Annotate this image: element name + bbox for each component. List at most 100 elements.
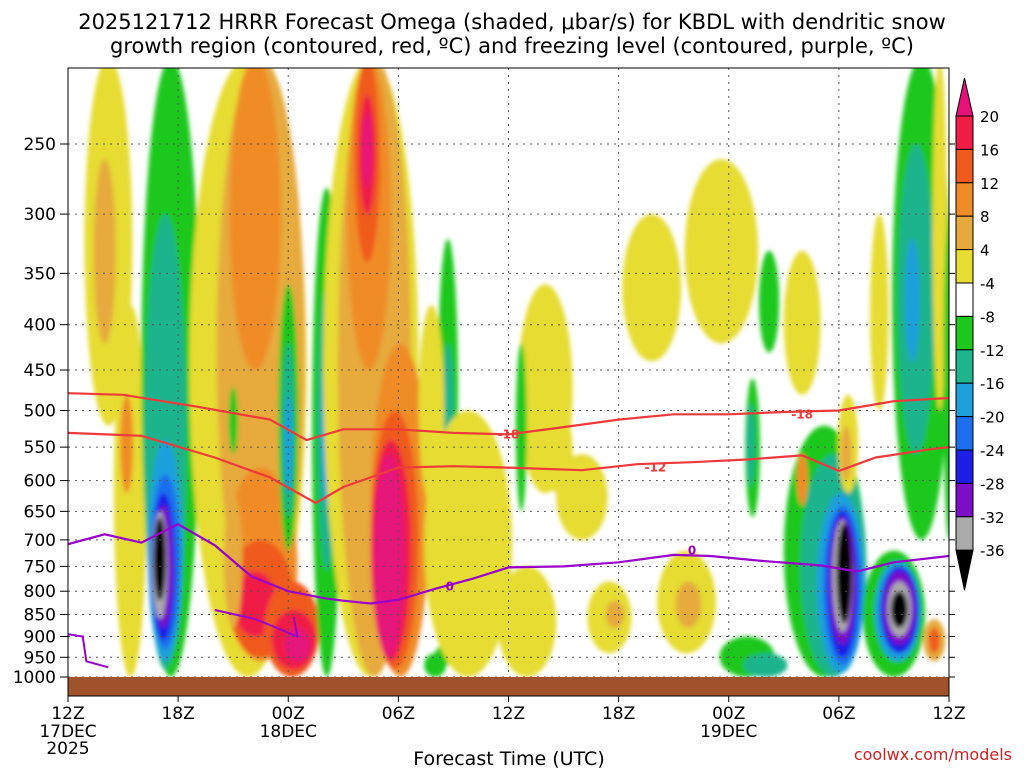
omega-cell: [229, 68, 281, 370]
y-tick-label: 950: [24, 648, 56, 668]
contour-label: 0: [446, 579, 454, 593]
colorbar-swatch: [955, 482, 974, 518]
colorbar: 20 16 12 8 4 -4 -8 -12 -16 -20 -24 -28 -32 -36: [955, 77, 1005, 591]
colorbar-label: -8: [980, 308, 995, 326]
omega-cell: [905, 238, 920, 362]
colorbar-swatch: [955, 282, 974, 317]
credit-link[interactable]: coolwx.com/models: [854, 745, 1012, 764]
colorbar-label: 4: [980, 242, 990, 260]
x-date-label: 18DEC: [260, 722, 317, 742]
colorbar-label: -20: [980, 409, 1005, 427]
omega-cell: [362, 112, 372, 188]
x-date-label: 2025: [46, 739, 89, 759]
colorbar-label: -24: [980, 442, 1005, 460]
x-axis-label: Forecast Time (UTC): [413, 748, 604, 768]
x-tick-label: 06Z: [382, 704, 415, 724]
freezing-level-branch: [68, 633, 109, 669]
x-tick-label: 12Z: [51, 704, 84, 724]
colorbar-label: -16: [980, 375, 1005, 393]
contour-label: -12: [644, 461, 666, 475]
omega-cell: [943, 214, 949, 540]
omega-cell: [153, 517, 166, 601]
temperature-contours: [68, 392, 949, 682]
y-tick-label: 650: [24, 502, 56, 522]
y-tick-label: 500: [24, 402, 56, 422]
y-tick-label: 1000: [13, 668, 56, 688]
y-tick-label: 400: [24, 316, 56, 336]
omega-cell: [424, 653, 447, 677]
y-axis: 2503003504004505005506006507007508008509…: [13, 135, 955, 688]
x-tick-label: 00Z: [272, 704, 305, 724]
colorbar-top-arrow: [955, 77, 974, 117]
y-tick-label: 300: [24, 205, 56, 225]
x-tick-label: 06Z: [822, 704, 855, 724]
colorbar-label: -32: [980, 509, 1005, 527]
contour-label: -18: [791, 407, 813, 421]
omega-cell: [418, 305, 445, 506]
colorbar-swatch: [955, 416, 974, 451]
colorbar-swatch: [955, 349, 974, 384]
colorbar-swatch: [955, 249, 974, 284]
omega-cell: [783, 250, 821, 395]
omega-cell: [840, 425, 852, 481]
omega-cell: [93, 159, 116, 344]
x-tick-label: 12Z: [932, 704, 965, 724]
y-tick-label: 750: [24, 557, 56, 577]
contour-label: -18: [498, 427, 520, 441]
omega-cell: [675, 581, 702, 628]
x-tick-label: 18Z: [161, 704, 194, 724]
chart-title-line2: growth region (contoured, red, ºC) and f…: [110, 34, 914, 58]
y-tick-label: 900: [24, 627, 56, 647]
x-date-label: 19DEC: [700, 722, 757, 742]
omega-cell: [515, 343, 527, 512]
freezing-level-line: [68, 522, 949, 605]
omega-cell: [743, 653, 788, 677]
omega-cell: [424, 410, 513, 678]
omega-cell: [891, 591, 908, 628]
y-tick-label: 800: [24, 582, 56, 602]
omega-cell: [836, 523, 853, 624]
colorbar-label: 12: [980, 175, 999, 193]
isotherm-minus18-line: [68, 392, 949, 442]
x-tick-label: 18Z: [602, 704, 635, 724]
x-tick-label: 00Z: [712, 704, 745, 724]
y-tick-label: 350: [24, 264, 56, 284]
omega-cell: [796, 454, 808, 506]
omega-cell: [497, 566, 557, 677]
x-date-label: 17DEC: [39, 722, 96, 742]
y-tick-label: 850: [24, 606, 56, 626]
x-tick-label: 12Z: [492, 704, 525, 724]
colorbar-label: 8: [980, 208, 990, 226]
omega-cell: [746, 402, 755, 487]
colorbar-label: 16: [980, 141, 999, 159]
omega-cell: [284, 394, 293, 494]
isotherm-minus12-line: [68, 431, 949, 505]
colorbar-label: 20: [980, 108, 999, 126]
chart-title-line1: 2025121712 HRRR Forecast Omega (shaded, …: [78, 10, 946, 34]
colorbar-bottom-arrow: [955, 549, 974, 591]
ground-terrain: [68, 677, 949, 696]
omega-cell: [120, 394, 134, 494]
y-tick-label: 450: [24, 361, 56, 381]
colorbar-label: -28: [980, 475, 1005, 493]
colorbar-swatch: [955, 449, 974, 484]
colorbar-label: -36: [980, 542, 1005, 560]
contour-labels: -18 -18 -12 0 0: [446, 407, 813, 593]
colorbar-swatch: [955, 382, 974, 418]
y-tick-label: 600: [24, 472, 56, 492]
omega-cell: [622, 214, 682, 362]
colorbar-swatch: [955, 215, 974, 251]
y-tick-label: 250: [24, 135, 56, 155]
colorbar-swatch: [955, 315, 974, 351]
colorbar-swatch: [955, 148, 974, 184]
omega-cell: [870, 214, 889, 411]
colorbar-label: -4: [980, 275, 995, 293]
omega-cell: [373, 454, 405, 658]
y-tick-label: 550: [24, 438, 56, 458]
colorbar-swatch: [955, 516, 974, 551]
y-tick-label: 700: [24, 531, 56, 551]
omega-cell: [543, 410, 573, 494]
colorbar-swatch: [955, 115, 974, 150]
colorbar-swatch: [955, 182, 974, 217]
